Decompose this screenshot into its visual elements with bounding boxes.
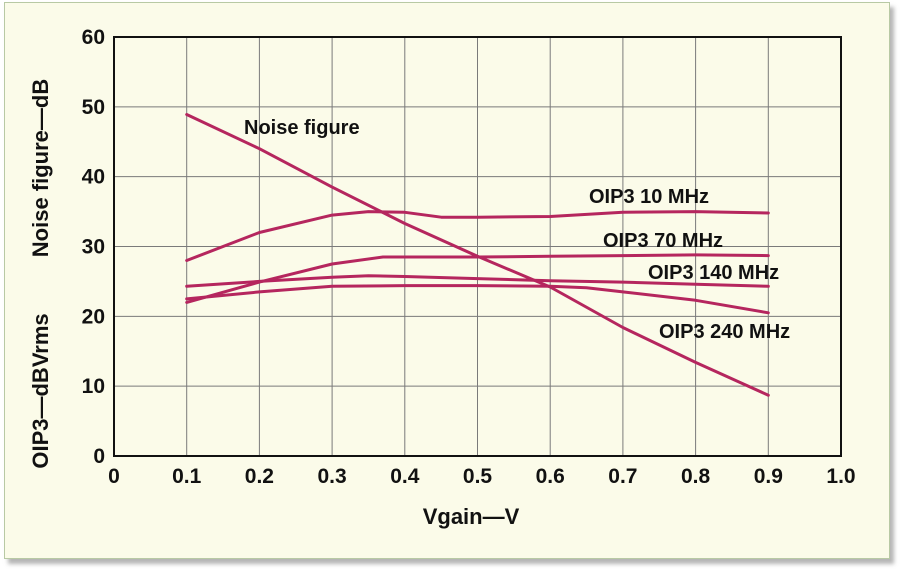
series-label-oip3-240-mhz: OIP3 240 MHz: [659, 321, 790, 343]
y-tick-label: 40: [82, 166, 105, 189]
x-tick-label: 0.7: [608, 465, 637, 488]
series-label-oip3-70-mhz: OIP3 70 MHz: [603, 230, 723, 252]
plot-border: [113, 36, 842, 457]
line-chart: 0 0.1 0.2 0.3 0.4 0.5 0.6 0.7 0.8 0.9 1.0 0 10 20 30 40…: [28, 26, 856, 529]
series-label-oip3-10-mhz: OIP3 10 MHz: [589, 186, 709, 208]
x-tick-label: 0.4: [390, 465, 420, 488]
x-tick-label: 1.0: [826, 465, 855, 488]
x-tick-label: 0.2: [245, 465, 274, 488]
y-axis-title-oip3: OIP3—dBVrms: [28, 313, 53, 468]
series-line-oip3-140-mhz: [185, 274, 770, 288]
y-tick-label: 20: [82, 305, 105, 328]
chart-frame: 0 0.1 0.2 0.3 0.4 0.5 0.6 0.7 0.8 0.9 1.0 0 10 20 30 40…: [4, 2, 890, 559]
grid: [114, 37, 841, 456]
labels: 0 0.1 0.2 0.3 0.4 0.5 0.6 0.7 0.8 0.9 1.0 0 10 20 30 40…: [28, 26, 856, 529]
x-tick-label: 0.3: [317, 465, 346, 488]
y-tick-label: 0: [93, 445, 105, 468]
series-line-oip3-70-mhz: [185, 253, 770, 304]
x-tick-label: 0: [108, 465, 120, 488]
series-lines: [185, 113, 770, 397]
y-tick-label: 10: [82, 375, 105, 398]
x-tick-label: 0.8: [681, 465, 711, 488]
x-tick-label: 0.1: [172, 465, 202, 488]
y-tick-label: 30: [82, 236, 105, 259]
series-line-oip3-10-mhz: [185, 210, 770, 262]
y-axis-title-noise-figure: Noise figure—dB: [28, 79, 53, 257]
x-tick-label: 0.6: [536, 465, 565, 488]
series-label-oip3-140-mhz: OIP3 140 MHz: [648, 262, 779, 284]
x-tick-label: 0.9: [754, 465, 783, 488]
series-label-noise-figure: Noise figure: [244, 117, 360, 139]
y-tick-label: 50: [82, 96, 105, 119]
series-line-oip3-240-mhz: [185, 284, 770, 315]
y-tick-label: 60: [82, 26, 105, 49]
x-tick-label: 0.5: [463, 465, 493, 488]
axes: [113, 36, 842, 457]
x-axis-title: Vgain—V: [423, 504, 520, 529]
